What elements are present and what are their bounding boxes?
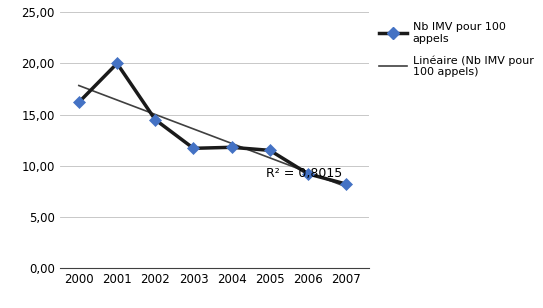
Text: R² = 0,8015: R² = 0,8015 (266, 167, 342, 180)
Legend: Nb IMV pour 100
appels, Linéaire (Nb IMV pour
100 appels): Nb IMV pour 100 appels, Linéaire (Nb IMV… (375, 18, 538, 82)
